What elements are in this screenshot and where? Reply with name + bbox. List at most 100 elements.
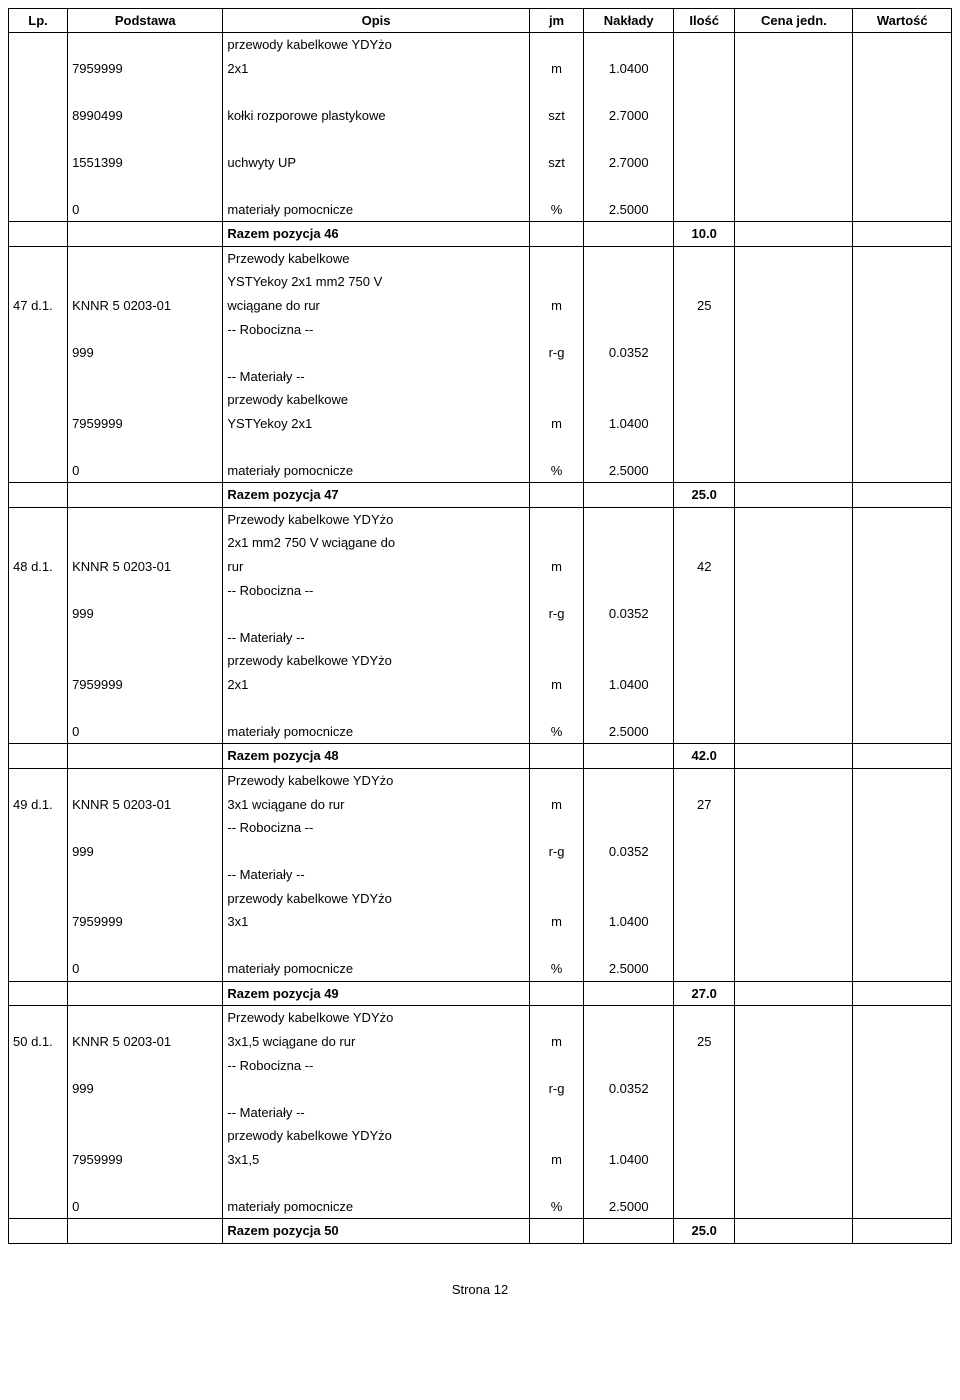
col-opis: Opis [223, 9, 529, 33]
cell-opis: przewody kabelkowe YDYżo [223, 887, 529, 911]
cell-jm: % [529, 198, 584, 222]
cell-naklady: 0.0352 [584, 1077, 674, 1101]
cell-opis: 3x1 wciągane do rur [223, 793, 529, 817]
cell-jm: r-g [529, 1077, 584, 1101]
col-wartosc: Wartość [853, 9, 952, 33]
summary-label: Razem pozycja 49 [223, 981, 529, 1006]
cell-podstawa: 7959999 [68, 1148, 223, 1172]
table-row [9, 174, 952, 198]
summary-label: Razem pozycja 48 [223, 744, 529, 769]
col-podstawa: Podstawa [68, 9, 223, 33]
cell-opis: wciągane do rur [223, 294, 529, 318]
cell-ilosc: 42 [674, 555, 735, 579]
cell-naklady: 1.0400 [584, 1148, 674, 1172]
cell-opis: 3x1,5 [223, 1148, 529, 1172]
cell-opis: Przewody kabelkowe YDYżo [223, 768, 529, 792]
cell-jm: m [529, 1148, 584, 1172]
cell-opis: 2x1 [223, 673, 529, 697]
cell-opis: przewody kabelkowe YDYżo [223, 649, 529, 673]
cell-podstawa: 0 [68, 198, 223, 222]
cell-podstawa: 999 [68, 341, 223, 365]
table-row: -- Robocizna -- [9, 1054, 952, 1078]
table-row: przewody kabelkowe YDYżo [9, 33, 952, 57]
cell-podstawa: 0 [68, 459, 223, 483]
col-ilosc: Ilość [674, 9, 735, 33]
cell-podstawa: 7959999 [68, 673, 223, 697]
cell-opis: przewody kabelkowe [223, 388, 529, 412]
summary-row: Razem pozycja 47 25.0 [9, 483, 952, 508]
table-row [9, 127, 952, 151]
cell-opis: przewody kabelkowe YDYżo [223, 33, 529, 57]
table-row: 999 r-g 0.0352 [9, 1077, 952, 1101]
table-row: Przewody kabelkowe [9, 246, 952, 270]
table-row: przewody kabelkowe YDYżo [9, 887, 952, 911]
cell-naklady: 1.0400 [584, 57, 674, 81]
cell-podstawa: KNNR 5 0203-01 [68, 555, 223, 579]
cell-opis: YSTYekoy 2x1 [223, 412, 529, 436]
cell-podstawa: KNNR 5 0203-01 [68, 793, 223, 817]
table-row: 1551399 uchwyty UP szt 2.7000 [9, 151, 952, 175]
summary-value: 25.0 [674, 1219, 735, 1244]
table-row: -- Robocizna -- [9, 579, 952, 603]
cell-opis: 2x1 mm2 750 V wciągane do [223, 531, 529, 555]
cell-opis: materiały pomocnicze [223, 459, 529, 483]
col-naklady: Nakłady [584, 9, 674, 33]
table-row: 49 d.1. KNNR 5 0203-01 3x1 wciągane do r… [9, 793, 952, 817]
cell-ilosc: 25 [674, 1030, 735, 1054]
table-row: 0 materiały pomocnicze % 2.5000 [9, 198, 952, 222]
cell-naklady: 0.0352 [584, 341, 674, 365]
table-row: Przewody kabelkowe YDYżo [9, 768, 952, 792]
cell-ilosc: 27 [674, 793, 735, 817]
cell-jm: m [529, 412, 584, 436]
table-row: -- Materiały -- [9, 863, 952, 887]
table-row: -- Materiały -- [9, 626, 952, 650]
cell-podstawa: 1551399 [68, 151, 223, 175]
table-row: 999 r-g 0.0352 [9, 840, 952, 864]
summary-value: 25.0 [674, 483, 735, 508]
table-row: 47 d.1. KNNR 5 0203-01 wciągane do rur m… [9, 294, 952, 318]
cell-jm: m [529, 1030, 584, 1054]
cell-jm: m [529, 57, 584, 81]
cell-opis: -- Materiały -- [223, 863, 529, 887]
summary-value: 42.0 [674, 744, 735, 769]
cell-lp: 50 d.1. [9, 1030, 68, 1054]
table-row: 7959999 3x1,5 m 1.0400 [9, 1148, 952, 1172]
cell-podstawa: 7959999 [68, 412, 223, 436]
cell-jm: r-g [529, 840, 584, 864]
cell-opis: materiały pomocnicze [223, 957, 529, 981]
table-row: 2x1 mm2 750 V wciągane do [9, 531, 952, 555]
cell-jm: szt [529, 151, 584, 175]
cell-opis: -- Robocizna -- [223, 816, 529, 840]
cell-jm: m [529, 910, 584, 934]
cost-table: Lp. Podstawa Opis jm Nakłady Ilość Cena … [8, 8, 952, 1244]
cell-naklady: 1.0400 [584, 673, 674, 697]
cell-lp: 48 d.1. [9, 555, 68, 579]
cell-jm: r-g [529, 602, 584, 626]
table-row: przewody kabelkowe [9, 388, 952, 412]
cell-opis: Przewody kabelkowe [223, 246, 529, 270]
summary-row: Razem pozycja 49 27.0 [9, 981, 952, 1006]
cell-lp: 49 d.1. [9, 793, 68, 817]
cell-lp: 47 d.1. [9, 294, 68, 318]
table-row: Przewody kabelkowe YDYżo [9, 507, 952, 531]
summary-row: Razem pozycja 50 25.0 [9, 1219, 952, 1244]
table-row [9, 1171, 952, 1195]
cell-podstawa: 7959999 [68, 910, 223, 934]
cell-podstawa: 0 [68, 1195, 223, 1219]
cell-jm: % [529, 720, 584, 744]
cell-opis: materiały pomocnicze [223, 198, 529, 222]
cell-opis: -- Materiały -- [223, 626, 529, 650]
cell-podstawa: 0 [68, 720, 223, 744]
cell-jm: m [529, 793, 584, 817]
summary-label: Razem pozycja 47 [223, 483, 529, 508]
table-row: 8990499 kołki rozporowe plastykowe szt 2… [9, 104, 952, 128]
summary-label: Razem pozycja 46 [223, 222, 529, 247]
cell-podstawa: KNNR 5 0203-01 [68, 1030, 223, 1054]
col-jm: jm [529, 9, 584, 33]
cell-naklady: 2.5000 [584, 720, 674, 744]
cell-naklady: 2.5000 [584, 198, 674, 222]
table-row: przewody kabelkowe YDYżo [9, 649, 952, 673]
cell-opis: materiały pomocnicze [223, 720, 529, 744]
table-row: -- Materiały -- [9, 365, 952, 389]
table-row: 0 materiały pomocnicze % 2.5000 [9, 459, 952, 483]
